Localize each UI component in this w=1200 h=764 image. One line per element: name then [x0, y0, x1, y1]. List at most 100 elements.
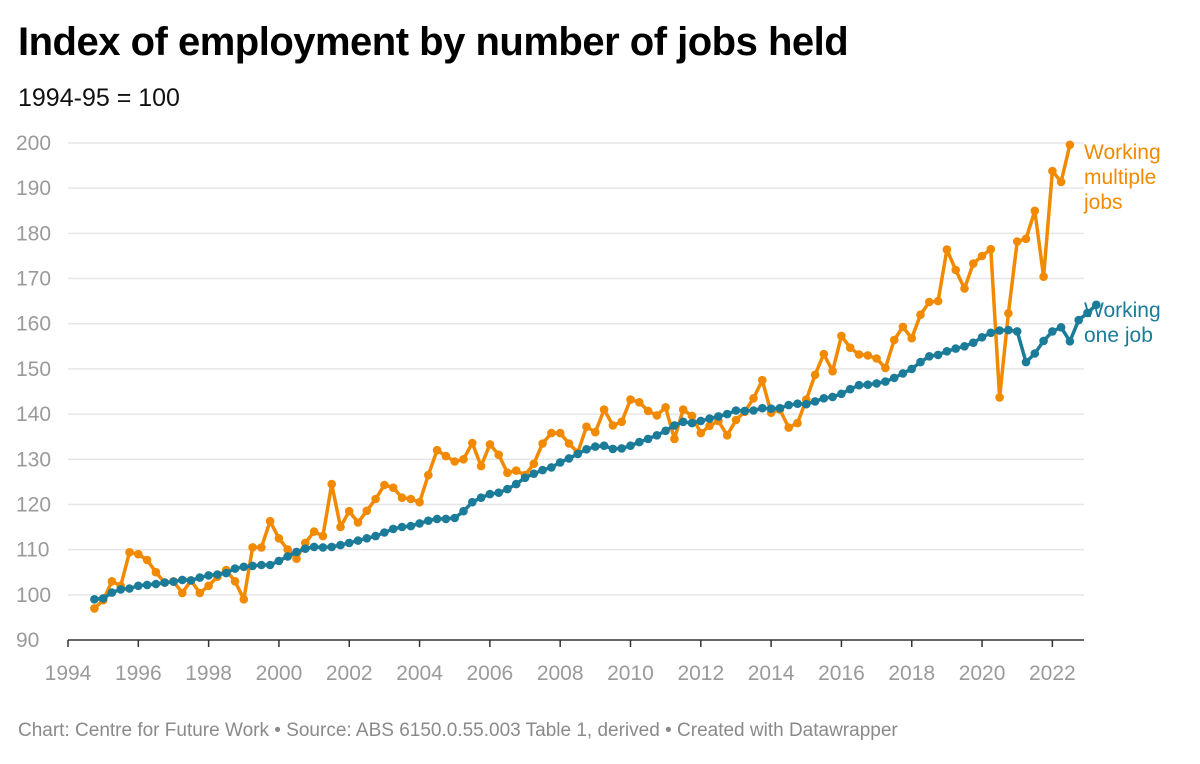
data-point — [415, 519, 424, 528]
data-point — [336, 540, 345, 550]
data-point — [766, 404, 776, 414]
data-point — [591, 442, 600, 451]
data-point — [863, 351, 873, 360]
data-point — [142, 580, 152, 590]
data-point — [1083, 308, 1092, 318]
series-label-line: multiple — [1084, 166, 1156, 189]
data-point — [274, 534, 284, 543]
x-tick-label: 2014 — [748, 662, 795, 685]
axes: 90 100 110 120 130 140 150 160 170 180 190 200 1994 1… — [16, 132, 1084, 685]
data-point — [582, 445, 591, 454]
chart-subtitle: 1994-95 = 100 — [18, 84, 180, 112]
data-point — [626, 441, 635, 451]
data-point — [731, 406, 741, 415]
y-tick-label: 160 — [16, 313, 51, 336]
footer-chart-prefix: Chart: — [18, 720, 76, 741]
data-point — [283, 545, 293, 554]
data-point — [775, 403, 785, 413]
data-point — [134, 549, 143, 559]
data-point — [696, 428, 706, 438]
data-point — [925, 297, 934, 307]
data-point — [845, 384, 855, 394]
data-point — [318, 543, 328, 552]
data-point — [503, 484, 512, 494]
data-point — [608, 444, 618, 454]
data-point — [687, 411, 697, 421]
data-point — [239, 595, 249, 604]
series-label-line: one job — [1084, 324, 1153, 347]
y-tick-label: 130 — [16, 448, 51, 471]
data-point — [125, 548, 134, 557]
data-point — [1065, 140, 1075, 150]
series-label-line: Working — [1084, 141, 1161, 164]
data-point — [863, 380, 873, 390]
x-tick-label: 2016 — [818, 662, 865, 685]
data-point — [564, 439, 574, 448]
x-tick-label: 2010 — [607, 662, 654, 685]
x-tick-label: 2006 — [467, 662, 514, 685]
data-point — [1021, 234, 1031, 244]
data-point — [635, 398, 644, 407]
data-point — [907, 333, 916, 343]
data-point — [678, 405, 688, 414]
data-point — [327, 542, 337, 552]
data-point — [257, 560, 266, 570]
data-point — [397, 522, 407, 532]
data-point — [353, 518, 363, 527]
data-point — [1012, 237, 1022, 246]
data-point — [213, 570, 222, 579]
data-point — [784, 400, 793, 410]
data-point — [845, 343, 855, 353]
data-point — [1039, 336, 1048, 346]
data-point — [178, 588, 187, 598]
y-tick-label: 100 — [16, 584, 51, 607]
data-point — [362, 534, 372, 543]
data-point — [327, 479, 337, 489]
series-working-multiple-jobs — [90, 140, 1075, 613]
data-point — [274, 556, 284, 566]
footer-source-prefix: Source: — [286, 720, 356, 741]
data-point — [450, 513, 460, 523]
data-point — [740, 406, 749, 416]
x-tick-label: 2008 — [537, 662, 584, 685]
data-point — [898, 322, 908, 332]
data-point — [125, 584, 134, 593]
data-point — [898, 369, 908, 378]
data-point — [661, 403, 670, 412]
data-point — [459, 506, 468, 516]
data-point — [178, 575, 187, 585]
data-point — [608, 421, 618, 430]
x-tick-label: 2002 — [326, 662, 373, 685]
data-point — [986, 328, 996, 338]
data-point — [432, 445, 442, 455]
data-point — [511, 466, 521, 475]
data-point — [933, 350, 943, 360]
y-tick-label: 170 — [16, 268, 51, 291]
data-point — [661, 426, 670, 436]
data-point — [406, 521, 416, 531]
data-point — [942, 347, 952, 356]
data-point — [1048, 166, 1057, 176]
x-tick-label: 2000 — [256, 662, 303, 685]
data-point — [1056, 177, 1066, 187]
data-point — [977, 251, 987, 261]
data-point — [705, 421, 714, 431]
data-point — [617, 444, 626, 453]
data-point — [432, 514, 442, 524]
data-point — [230, 564, 240, 573]
data-point — [195, 573, 205, 582]
data-point — [1048, 327, 1057, 336]
data-point — [107, 588, 117, 597]
data-point — [591, 427, 600, 437]
data-point — [793, 399, 802, 409]
x-tick-label: 2012 — [677, 662, 724, 685]
data-point — [441, 514, 451, 524]
data-point — [230, 577, 240, 586]
data-point — [933, 296, 943, 306]
data-point — [819, 394, 829, 403]
data-point — [371, 494, 380, 504]
y-tick-label: 190 — [16, 177, 51, 200]
data-point — [292, 554, 301, 563]
chart-footer: Chart: Centre for Future Work • Source: … — [18, 720, 898, 742]
data-point — [942, 245, 952, 254]
